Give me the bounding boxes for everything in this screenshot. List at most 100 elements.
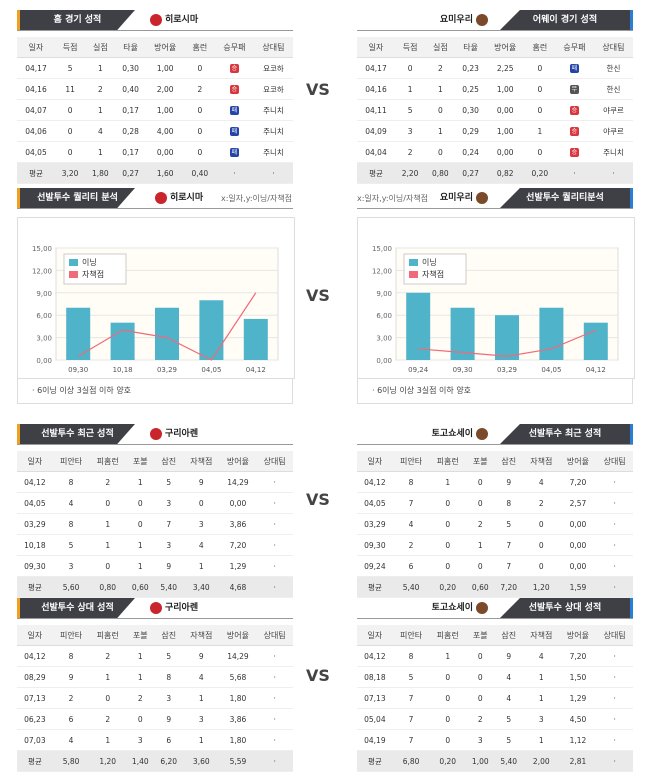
y-tick-label: 0,00 (36, 357, 52, 365)
table-cell: 8 (52, 645, 90, 667)
table-cell: 0 (429, 492, 467, 514)
team-logo-icon (150, 601, 162, 614)
column-header: 포볼 (466, 625, 495, 646)
table-cell: 5,40 (494, 750, 523, 772)
column-header: 상대팀 (256, 451, 293, 472)
table-cell: 04,16 (17, 78, 55, 100)
table-cell: 1 (466, 534, 495, 556)
bar (66, 307, 91, 360)
table-cell: 0 (54, 141, 86, 163)
vs-label: VS (306, 490, 330, 509)
table-cell: 2 (89, 471, 127, 493)
table-row: 09,30 2 0 1 7 0 0,00 · (357, 534, 633, 556)
home-record-panel: 홈 경기 성적 히로시마 일자 득점 실점 타율 방어율 홈런 승무패 상대팀 04,17 5 1 0… (17, 10, 293, 184)
result-badge: 패 (569, 64, 579, 73)
bar (583, 322, 608, 360)
column-header: 피안타 (392, 625, 430, 646)
table-cell: 주니치 (593, 141, 633, 163)
table-cell: 승 (214, 57, 254, 79)
table-cell: 2,81 (559, 750, 597, 772)
table-cell: 7 (494, 555, 523, 577)
column-header: 방어율 (145, 37, 185, 58)
table-row: 04,16 11 2 0,40 2,00 2 승 요코하 (17, 78, 293, 100)
quality-right-panel: x:일자,y:이닝/자책점 요미우리 선발투수 퀄리티분석 15,00 12,00… (357, 188, 635, 404)
table-row: 07,13 2 0 2 3 1 1,80 · (17, 687, 293, 709)
table-cell: 0 (184, 141, 215, 163)
table-row: 04,17 0 2 0,23 2,25 0 패 한신 (357, 57, 633, 79)
table-cell: 패 (554, 57, 594, 79)
table-cell: 5 (154, 645, 183, 667)
table-cell: 0,60 (126, 576, 155, 598)
table-cell: 0 (466, 687, 495, 709)
table-cell: 1 (425, 78, 456, 100)
table-cell: 평균 (17, 750, 53, 772)
table-cell: 09,24 (357, 555, 393, 577)
table-row: 04,12 8 2 1 5 9 14,29 · (17, 645, 293, 667)
table-cell: 5 (54, 57, 86, 79)
table-cell: 1,00 (145, 99, 185, 121)
quality-chart: 15,00 12,00 9,00 6,00 3,00 0,00 09,24 09,30 03,2… (357, 217, 635, 379)
column-header: 승무패 (214, 37, 254, 58)
table-cell: 0 (429, 687, 467, 709)
column-header: 피홈런 (429, 451, 467, 472)
table-cell: 0 (425, 99, 456, 121)
table-cell: 1 (85, 99, 116, 121)
table-cell: · (256, 492, 293, 514)
table-cell: 04,12 (357, 471, 393, 493)
table-cell: 1 (89, 513, 127, 535)
table-cell: 1 (126, 534, 155, 556)
table-cell: 1 (126, 471, 155, 493)
table-row: 03,29 8 1 0 7 3 3,86 · (17, 513, 293, 535)
team-logo-icon (476, 13, 488, 26)
panel-header: 선발투수 최근 성적 구리아렌 (17, 424, 293, 445)
table-cell: 3,40 (182, 576, 220, 598)
column-header: 피홈런 (89, 451, 127, 472)
table-cell: 주니치 (253, 120, 293, 142)
table-cell: · (593, 162, 633, 184)
table-cell: · (596, 708, 633, 730)
table-cell: 8 (494, 492, 523, 514)
team-record-table: 일자 득점 실점 타율 방어율 홈런 승무패 상대팀 04,17 0 2 0,23 2,25 0 패 한신 04… (357, 37, 633, 184)
column-header: 방어율 (219, 625, 257, 646)
table-cell: 7 (392, 492, 430, 514)
column-header: 상대팀 (596, 625, 633, 646)
panel-header: 요미우리 어웨이 경기 성적 (357, 10, 633, 31)
table-cell: 0,00 (559, 555, 597, 577)
table-cell: 04,05 (357, 492, 393, 514)
table-cell: 04,09 (357, 120, 395, 142)
pitch-record-table: 일자 피안타 피홈런 포볼 삼진 자책점 방어율 상대팀 04,12 8 1 0 9 4 7,20 · 08,1… (357, 625, 633, 772)
legend-swatch (409, 271, 418, 278)
panel-title: 선발투수 상대 성적 (500, 598, 633, 618)
x-tick-label: 09,30 (68, 366, 88, 374)
table-cell: 3,86 (219, 708, 257, 730)
table-row: 07,13 7 0 0 4 1 1,29 · (357, 687, 633, 709)
table-cell: 0 (126, 708, 155, 730)
table-cell: 2,57 (559, 492, 597, 514)
column-header: 피안타 (52, 451, 90, 472)
table-cell: 6,20 (154, 750, 183, 772)
table-cell: · (596, 666, 633, 688)
table-cell: 9 (182, 645, 220, 667)
panel-header: 토고쇼세이 선발투수 상대 성적 (357, 598, 633, 619)
table-cell: 4 (392, 513, 430, 535)
table-cell: 5,60 (52, 576, 90, 598)
table-cell: 1,59 (559, 576, 597, 598)
table-cell: 1 (522, 729, 560, 751)
table-cell: 04,12 (17, 645, 53, 667)
table-cell: 07,13 (357, 687, 393, 709)
table-cell: · (256, 687, 293, 709)
axis-note: x:일자,y:이닝/자책점 (357, 194, 429, 203)
table-cell: 2,25 (485, 57, 525, 79)
axis-note: x:일자,y:이닝/자책점 (221, 194, 293, 203)
y-tick-label: 9,00 (376, 290, 392, 298)
table-cell: 주니치 (253, 99, 293, 121)
table-cell: 9 (494, 645, 523, 667)
table-cell: 0 (89, 687, 127, 709)
table-cell: 0 (429, 534, 467, 556)
table-cell: 1,60 (145, 162, 185, 184)
away-record-panel: 요미우리 어웨이 경기 성적 일자 득점 실점 타율 방어율 홈런 승무패 상대팀 04,17 0… (357, 10, 633, 184)
table-cell: 4,00 (145, 120, 185, 142)
table-cell: 5,80 (52, 750, 90, 772)
legend-label: 이닝 (82, 257, 97, 267)
quality-left-panel: 선발투수 퀄리티 분석 히로시마 x:일자,y:이닝/자책점 15,00 12,0… (17, 188, 295, 404)
